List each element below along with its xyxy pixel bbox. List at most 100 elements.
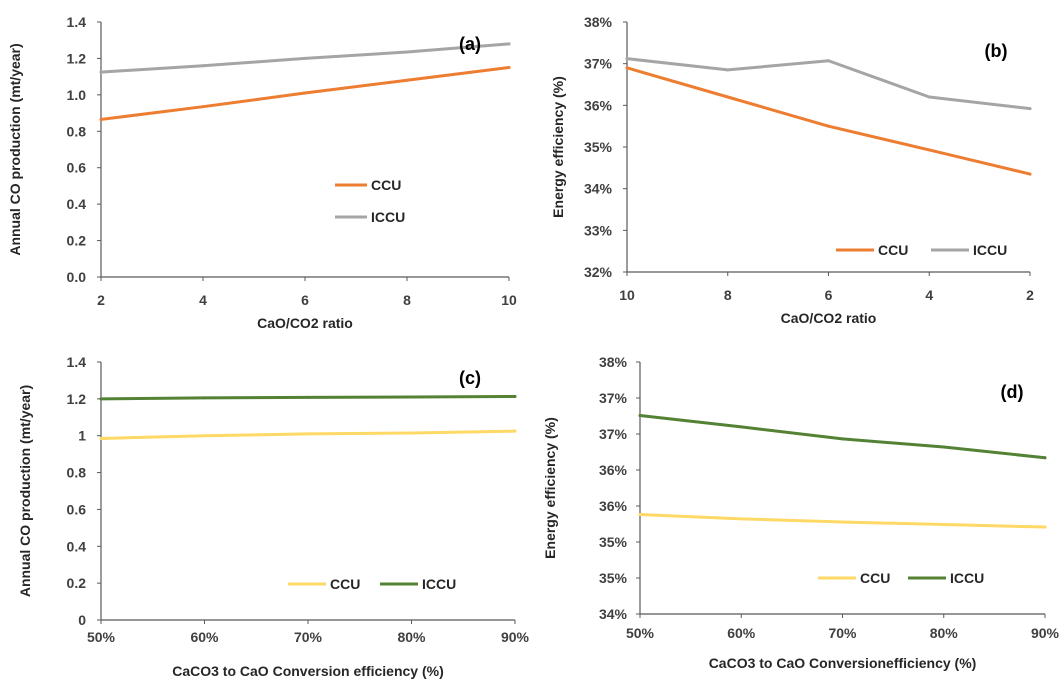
- y-tick-label: 33%: [584, 222, 613, 238]
- series-line-iccu: [625, 57, 1032, 111]
- x-tick-label: 70%: [828, 625, 857, 641]
- y-tick-label: 35%: [599, 570, 628, 586]
- data-point-ccu: [739, 517, 743, 521]
- data-point-iccu: [625, 57, 629, 61]
- y-tick-label: 0.6: [67, 501, 87, 517]
- legend-label-iccu: ICCU: [973, 242, 1007, 258]
- y-tick-label: 0.6: [67, 160, 87, 176]
- y-tick-label: 1.2: [67, 391, 87, 407]
- data-point-iccu: [201, 64, 205, 68]
- data-point-iccu: [1043, 456, 1047, 460]
- y-axis-title: Annual CO production (mt/year): [7, 43, 23, 255]
- x-axis-title: CaO/CO2 ratio: [781, 310, 877, 326]
- y-tick-label: 38%: [599, 354, 628, 370]
- legend: CCU ICCU: [335, 177, 405, 225]
- legend: CCU ICCU: [836, 242, 1007, 258]
- panel-b-chart: 32% 33% 34% 35% 36% 37% 38% 10 8 6 4 2 CaO/CO2 ratio…: [550, 14, 1034, 326]
- x-tick-label: 80%: [930, 625, 959, 641]
- legend-label-iccu: ICCU: [950, 570, 984, 586]
- x-tick-label: 4: [925, 287, 933, 303]
- data-point-iccu: [405, 50, 409, 54]
- data-point-ccu: [942, 523, 946, 527]
- x-axis-title: CaCO3 to CaO Conversion efficiency (%): [172, 663, 444, 679]
- y-tick-label: 0: [78, 612, 86, 628]
- data-point-ccu: [841, 520, 844, 524]
- y-axis-title: Energy efficiency (%): [550, 76, 566, 218]
- y-tick-label: 36%: [599, 498, 628, 514]
- data-point-iccu: [927, 95, 931, 99]
- y-tick-label: 1.0: [67, 87, 87, 103]
- y-tick-label: 35%: [599, 534, 628, 550]
- y-tick-label: 1: [78, 428, 86, 444]
- data-point-iccu: [513, 394, 517, 398]
- data-point-ccu: [625, 66, 629, 70]
- data-point-ccu: [507, 66, 511, 70]
- data-point-ccu: [203, 434, 206, 438]
- x-axis-title: CaCO3 to CaO Conversionefficiency (%): [709, 655, 977, 671]
- y-tick-label: 1.2: [67, 50, 87, 66]
- data-point-iccu: [739, 425, 743, 429]
- data-point-iccu: [410, 395, 413, 399]
- y-tick-label: 0.4: [67, 538, 87, 554]
- x-tick-label: 80%: [397, 629, 426, 645]
- legend: CCU ICCU: [288, 576, 456, 592]
- y-tick-label: 35%: [584, 139, 613, 155]
- y-tick-label: 1.4: [67, 14, 87, 30]
- y-tick-label: 37%: [599, 426, 628, 442]
- x-tick-label: 10: [501, 292, 517, 308]
- panel-label: (b): [985, 41, 1008, 61]
- data-point-iccu: [942, 445, 946, 449]
- panel-label: (d): [1001, 382, 1024, 402]
- x-tick-label: 6: [301, 292, 309, 308]
- legend: CCU ICCU: [818, 570, 984, 586]
- data-point-ccu: [726, 95, 730, 99]
- legend-label-ccu: CCU: [860, 570, 890, 586]
- data-point-ccu: [303, 91, 307, 95]
- data-point-ccu: [1028, 172, 1032, 176]
- legend-label-iccu: ICCU: [371, 209, 405, 225]
- data-point-ccu: [927, 148, 931, 152]
- data-point-ccu: [306, 432, 310, 436]
- y-tick-label: 36%: [599, 462, 628, 478]
- y-tick-label: 0.2: [67, 233, 87, 249]
- x-tick-label: 10: [619, 287, 635, 303]
- y-axis-title: Energy efficiency (%): [542, 417, 558, 559]
- x-tick-label: 8: [724, 287, 732, 303]
- y-tick-label: 38%: [584, 14, 613, 30]
- x-tick-label: 70%: [294, 629, 323, 645]
- y-tick-label: 37%: [584, 56, 613, 72]
- panel-a-chart: 0.0 0.2 0.4 0.6 0.8 1.0 1.2 1.4 2 4 6 8 10 CaO/CO2 ra…: [7, 14, 517, 331]
- data-point-ccu: [99, 436, 103, 440]
- data-point-iccu: [827, 59, 830, 63]
- data-point-ccu: [513, 429, 517, 433]
- y-tick-label: 1.4: [67, 354, 87, 370]
- data-point-ccu: [827, 124, 830, 128]
- panel-c-chart: 0 0.2 0.4 0.6 0.8 1 1.2 1.4 50% 60% 70% 80% 90% CaCO3…: [17, 354, 530, 679]
- x-tick-label: 60%: [190, 629, 219, 645]
- x-tick-label: 90%: [1031, 625, 1060, 641]
- data-point-iccu: [203, 396, 206, 400]
- x-tick-label: 8: [403, 292, 411, 308]
- x-tick-label: 6: [825, 287, 833, 303]
- x-tick-label: 90%: [501, 629, 530, 645]
- y-tick-label: 34%: [599, 606, 628, 622]
- legend-label-ccu: CCU: [371, 177, 401, 193]
- series-line-iccu: [638, 414, 1047, 460]
- x-tick-label: 2: [97, 292, 105, 308]
- legend-label-ccu: CCU: [330, 576, 360, 592]
- legend-label-iccu: ICCU: [422, 576, 456, 592]
- y-tick-label: 32%: [584, 264, 613, 280]
- data-point-iccu: [507, 42, 511, 46]
- data-point-iccu: [638, 414, 642, 418]
- y-tick-label: 0.8: [67, 465, 87, 481]
- x-tick-label: 4: [199, 292, 207, 308]
- data-point-ccu: [405, 78, 409, 82]
- y-tick-label: 37%: [599, 390, 628, 406]
- x-axis-title: CaO/CO2 ratio: [257, 315, 353, 331]
- data-point-iccu: [99, 70, 103, 74]
- y-tick-label: 34%: [584, 181, 613, 197]
- data-point-iccu: [99, 397, 103, 401]
- data-point-iccu: [306, 395, 310, 399]
